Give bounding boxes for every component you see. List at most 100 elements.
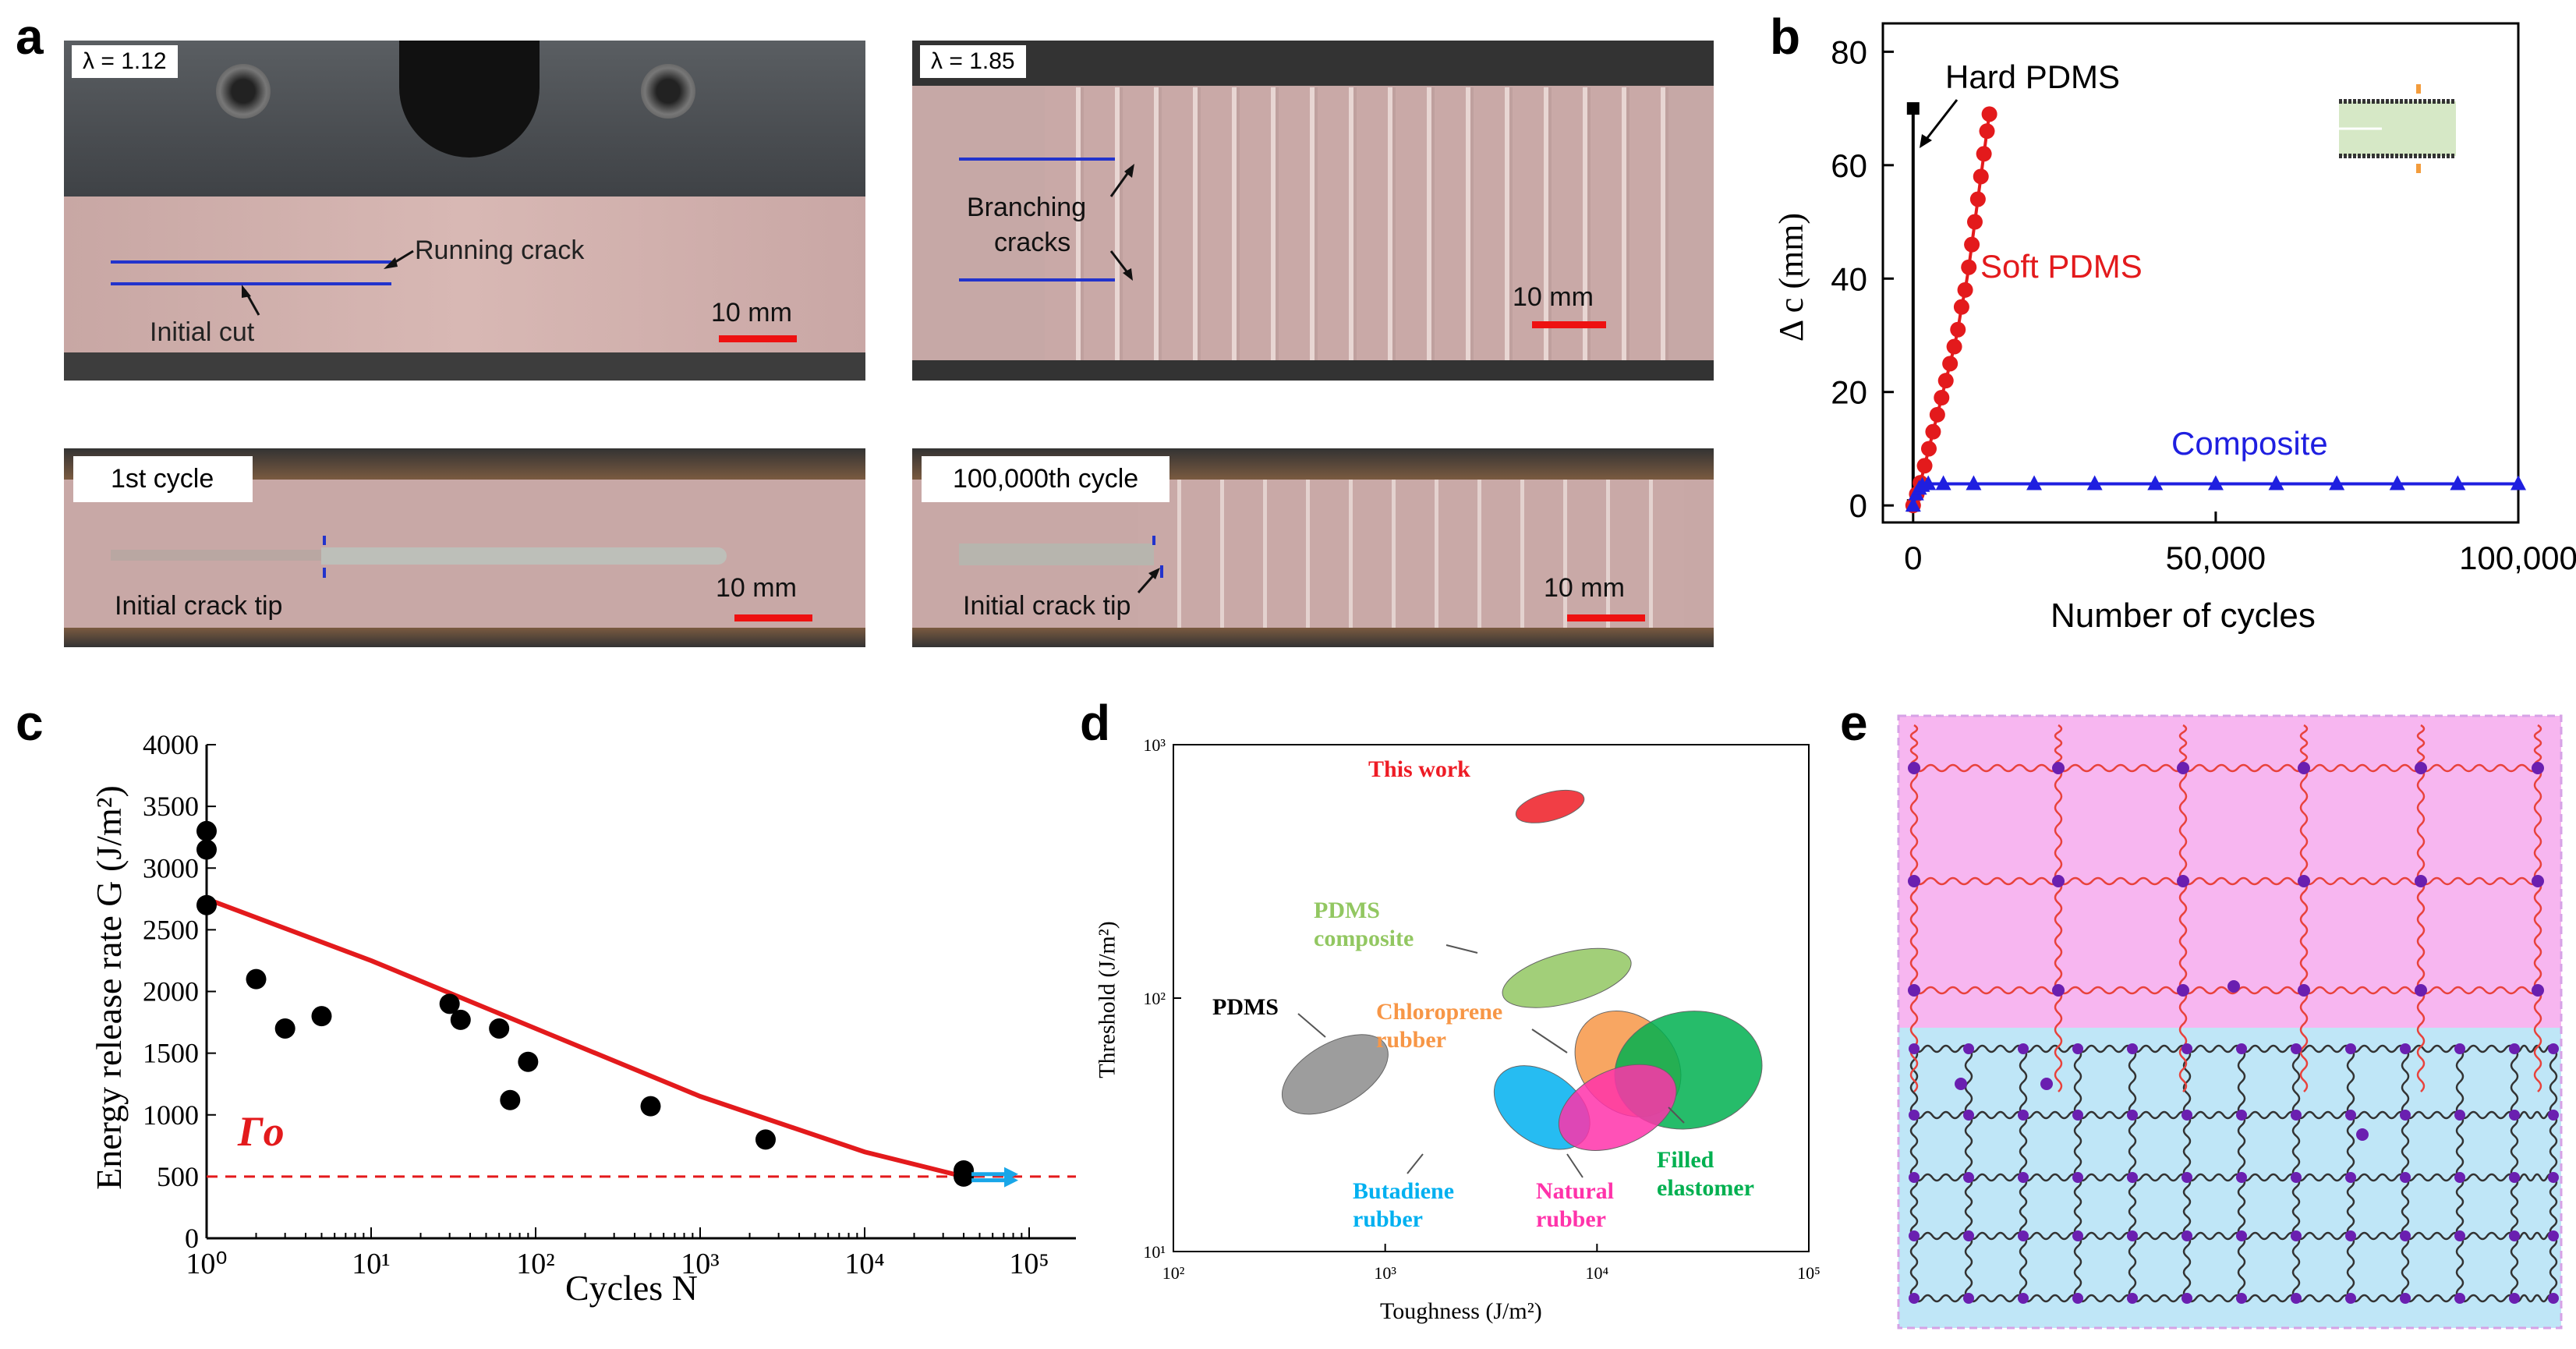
- top-chain-vertical: [2299, 724, 2309, 770]
- x-tick-label: 50,000: [2166, 540, 2266, 576]
- region-ellipse: [1515, 789, 1585, 823]
- crosslink-node: [2181, 1172, 2192, 1183]
- bottom-chain-vertical: [2549, 1235, 2558, 1299]
- top-chain-vertical: [2178, 767, 2188, 882]
- crosslink-node: [2072, 1172, 2083, 1183]
- top-chain-vertical: [2178, 724, 2188, 770]
- bottom-chain-horizontal: [2349, 1294, 2407, 1303]
- bottom-chain-horizontal: [1967, 1173, 2025, 1182]
- bottom-chain-vertical: [2019, 1114, 2028, 1178]
- x-tick-label: 0: [1904, 540, 1922, 576]
- data-point-circle: [1957, 281, 1973, 298]
- running-crack-label: Running crack: [415, 235, 585, 265]
- photo2-arrows: [1109, 164, 1134, 281]
- legend-soft-pdms: Soft PDMS: [1980, 248, 2143, 285]
- x-tick-label: 10⁰: [186, 1248, 227, 1280]
- crosslink-node: [2236, 1230, 2247, 1241]
- crosslink-node: [2298, 984, 2310, 997]
- bottom-chain-horizontal: [2022, 1044, 2079, 1053]
- crosslink-node: [2177, 762, 2189, 774]
- crosslink-node: [1963, 1110, 1974, 1121]
- top-chain-horizontal: [2182, 876, 2305, 886]
- top-chain-horizontal: [2420, 763, 2539, 773]
- y-tick-label: 0: [1849, 487, 1867, 524]
- bottom-chain-horizontal: [2185, 1231, 2243, 1241]
- top-chain-vertical: [2054, 767, 2063, 882]
- top-chain-vertical: [2416, 880, 2426, 991]
- y-tick-label: 3500: [143, 791, 199, 822]
- label-pdms: PDMS: [1212, 994, 1279, 1020]
- bottom-chain-vertical: [1909, 1177, 1919, 1237]
- crosslink-node: [2548, 1172, 2559, 1183]
- bottom-chain-vertical: [2346, 1235, 2355, 1299]
- crosslink-node: [1963, 1293, 1974, 1304]
- crosslink-node: [2018, 1172, 2029, 1183]
- bottom-chain-vertical: [2073, 1177, 2082, 1237]
- series-line: [1911, 114, 1991, 506]
- clamp-frame-bottom: [64, 628, 865, 647]
- bottom-chain-horizontal: [1913, 1173, 1970, 1182]
- bottom-chain-horizontal: [2076, 1044, 2134, 1053]
- bottom-chain-vertical: [2549, 1048, 2558, 1116]
- crosslink-node: [1955, 1078, 1967, 1090]
- bottom-chain-vertical: [2128, 1235, 2137, 1299]
- crosslink-node: [2236, 1110, 2247, 1121]
- crosslink-node: [2291, 1230, 2302, 1241]
- bottom-chain-horizontal: [2131, 1044, 2189, 1053]
- y-tick-label: 10¹: [1143, 1242, 1166, 1262]
- crosslink-node: [2454, 1230, 2465, 1241]
- crosslink-node: [2509, 1293, 2520, 1304]
- photo-stretch-1-12: λ = 1.12 Running crack Initial cut 10 mm: [64, 41, 865, 381]
- crosslink-node: [2532, 875, 2544, 887]
- clamp-bottom: [64, 352, 865, 381]
- photo4-marks: [1137, 536, 1163, 593]
- filled-leader: [1668, 1106, 1685, 1124]
- top-chain-horizontal: [2058, 763, 2184, 773]
- crosslink-node: [1909, 1172, 1920, 1183]
- scale-label: 10 mm: [711, 298, 792, 328]
- bottom-chain-vertical: [2182, 1177, 2192, 1237]
- runout-arrowhead: [1004, 1167, 1019, 1181]
- top-chain-vertical: [2533, 880, 2542, 991]
- bottom-chain-horizontal: [2185, 1173, 2243, 1182]
- bottom-chain-horizontal: [2076, 1231, 2134, 1241]
- lambda-label: λ = 1.85: [920, 45, 1026, 78]
- data-point: [196, 820, 217, 841]
- crosslink-node: [2415, 875, 2427, 887]
- crosslink-node: [2400, 1172, 2411, 1183]
- crosslink-node: [2454, 1110, 2465, 1121]
- bottom-chain-vertical: [2073, 1235, 2082, 1299]
- y-tick-label: 20: [1831, 374, 1867, 411]
- bottom-chain-vertical: [2401, 1177, 2410, 1237]
- scale-bar: [719, 335, 797, 342]
- crosslink-node: [1909, 1230, 1920, 1241]
- bottom-chain-horizontal: [1913, 1110, 1970, 1120]
- y-tick-label: 40: [1831, 260, 1867, 297]
- crosslink-node: [2532, 762, 2544, 774]
- top-chain-horizontal: [1913, 876, 2059, 886]
- screw-left: [216, 64, 271, 119]
- bottom-chain-vertical: [2455, 1048, 2465, 1116]
- data-point-triangle: [1914, 476, 1930, 492]
- bottom-chain-horizontal: [2295, 1173, 2352, 1182]
- label-filled: Filled elastomer: [1657, 1146, 1805, 1202]
- crosslink-node: [2345, 1293, 2356, 1304]
- crosslink-node: [1909, 1043, 1920, 1054]
- data-point-triangle: [1908, 485, 1924, 501]
- screw-right: [641, 64, 695, 119]
- clamp-hole: [399, 41, 540, 158]
- x-tick-label: 10³: [1374, 1263, 1396, 1283]
- bottom-chain-vertical: [2401, 1235, 2410, 1299]
- top-chain-horizontal: [2058, 876, 2184, 886]
- data-point-triangle: [2207, 475, 2224, 490]
- data-point-square: [1906, 499, 1920, 512]
- top-chain-vertical: [2533, 724, 2542, 770]
- bottom-chain-vertical: [2455, 1235, 2465, 1299]
- bottom-chain-horizontal: [2458, 1231, 2516, 1241]
- pdms-composite-leader: [1445, 944, 1478, 954]
- y-tick-label: 1000: [143, 1099, 199, 1131]
- bottom-chain-vertical: [2346, 1048, 2355, 1116]
- bottom-chain-horizontal: [2349, 1173, 2407, 1182]
- bottom-chain-vertical: [2182, 1048, 2192, 1116]
- bottom-chain-vertical: [2237, 1114, 2246, 1178]
